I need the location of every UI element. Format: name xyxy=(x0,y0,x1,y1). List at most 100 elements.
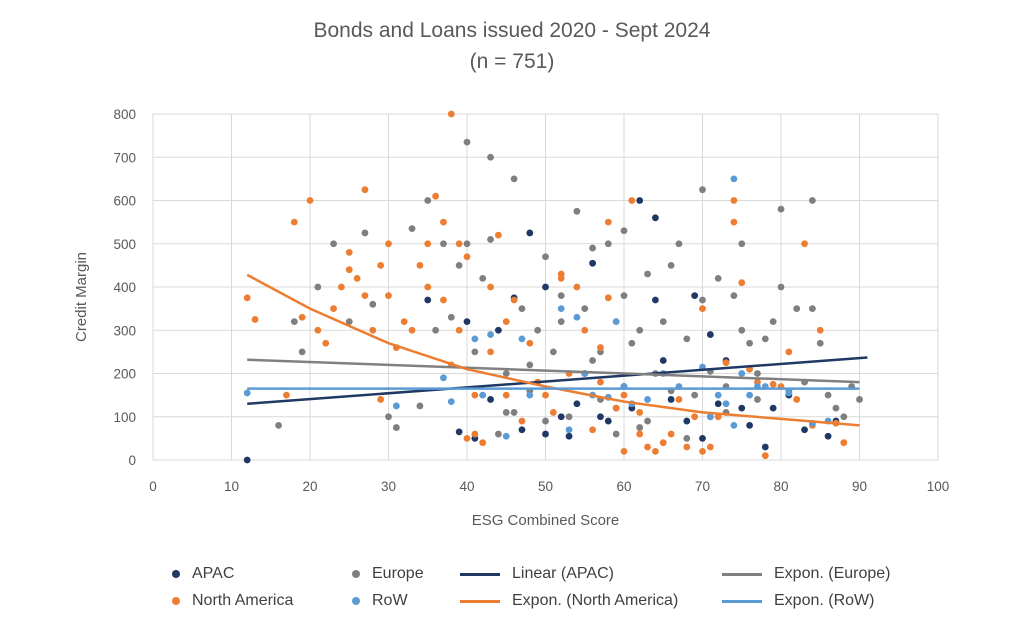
data-point-europe xyxy=(746,339,753,347)
data-point-europe xyxy=(730,292,738,300)
data-point-europe xyxy=(683,434,691,442)
data-point-north-america xyxy=(345,266,353,274)
data-point-apac xyxy=(714,400,722,408)
data-point-europe xyxy=(589,244,596,252)
data-point-north-america xyxy=(636,409,644,416)
data-point-apac xyxy=(487,396,494,403)
data-point-apac xyxy=(667,396,675,403)
data-point-row xyxy=(730,175,738,183)
data-point-europe xyxy=(447,313,455,321)
y-tick-label: 300 xyxy=(113,323,136,338)
data-point-europe xyxy=(738,326,746,334)
data-point-europe xyxy=(314,283,322,291)
data-point-row xyxy=(518,335,526,343)
data-point-europe xyxy=(518,305,526,313)
data-point-europe xyxy=(816,339,824,347)
trendline-linear-apac xyxy=(247,356,868,406)
data-point-north-america xyxy=(604,218,612,226)
data-point-north-america xyxy=(761,452,769,460)
data-point-north-america xyxy=(416,261,424,269)
data-point-row xyxy=(243,389,251,397)
data-point-apac xyxy=(738,404,746,412)
data-point-apac xyxy=(706,331,714,338)
data-point-europe xyxy=(479,274,487,282)
data-point-north-america xyxy=(667,430,675,438)
data-point-europe xyxy=(581,305,589,313)
data-point-north-america xyxy=(487,283,494,291)
data-point-row xyxy=(440,374,447,382)
data-point-north-america xyxy=(644,443,651,451)
data-point-north-america xyxy=(840,439,848,447)
data-point-north-america xyxy=(377,261,385,269)
data-point-europe xyxy=(424,197,432,204)
data-point-row xyxy=(644,396,651,403)
data-point-north-america xyxy=(675,396,683,403)
y-axis-ticks: 0 100 200 300 400 500 600 700 800 xyxy=(113,107,136,468)
x-tick-label: 10 xyxy=(224,479,239,494)
data-point-apac xyxy=(495,326,502,334)
data-point-north-america xyxy=(597,378,604,386)
data-point-europe xyxy=(510,175,518,183)
data-point-europe xyxy=(487,236,494,243)
data-point-apac xyxy=(824,432,832,440)
data-point-europe xyxy=(392,424,400,431)
data-point-north-america xyxy=(432,192,439,200)
data-point-north-america xyxy=(785,348,793,356)
legend-item: RoW xyxy=(352,592,408,610)
data-point-north-america xyxy=(283,391,290,399)
data-point-row xyxy=(557,305,565,313)
data-point-europe xyxy=(549,348,557,356)
y-tick-label: 500 xyxy=(113,237,136,252)
data-point-europe xyxy=(777,205,785,213)
data-point-apac xyxy=(518,426,526,434)
data-point-north-america xyxy=(683,443,691,451)
data-point-north-america xyxy=(385,292,392,300)
data-point-europe xyxy=(769,318,777,325)
data-point-apac xyxy=(691,292,699,300)
data-point-north-america xyxy=(706,443,714,451)
data-point-north-america xyxy=(620,391,628,399)
data-point-north-america xyxy=(510,296,518,304)
data-point-north-america xyxy=(487,348,494,356)
data-point-north-america xyxy=(330,305,337,313)
data-point-row xyxy=(746,391,753,399)
legend-line-icon xyxy=(460,599,500,603)
data-point-north-america xyxy=(801,240,808,248)
data-point-apac xyxy=(683,417,691,425)
data-point-europe xyxy=(738,240,746,248)
data-point-europe xyxy=(471,348,479,356)
data-point-apac xyxy=(652,214,659,222)
data-point-north-america xyxy=(408,326,416,334)
data-point-europe xyxy=(675,240,683,248)
data-point-north-america xyxy=(518,417,526,425)
x-tick-label: 80 xyxy=(773,479,788,494)
data-point-apac xyxy=(243,456,251,464)
data-point-north-america xyxy=(636,430,644,438)
data-point-north-america xyxy=(298,313,306,321)
data-point-apac xyxy=(652,296,659,304)
data-point-north-america xyxy=(597,344,604,351)
data-point-apac xyxy=(557,413,565,421)
data-point-europe xyxy=(644,417,651,425)
x-tick-label: 90 xyxy=(852,479,867,494)
data-point-north-america xyxy=(542,391,549,399)
data-point-row xyxy=(722,400,730,408)
legend-item: Expon. (RoW) xyxy=(722,592,874,610)
data-point-north-america xyxy=(730,218,738,226)
data-point-europe xyxy=(620,227,628,235)
data-point-europe xyxy=(683,335,691,343)
legend-line-icon xyxy=(460,572,500,576)
data-point-row xyxy=(612,318,620,325)
data-point-row xyxy=(565,426,573,434)
data-point-row xyxy=(526,391,534,399)
x-tick-label: 20 xyxy=(302,479,317,494)
data-point-row xyxy=(706,413,714,421)
data-point-europe xyxy=(754,396,761,403)
data-point-europe xyxy=(777,283,785,291)
data-point-row xyxy=(392,402,400,410)
x-axis-ticks: 0 10 20 30 40 50 60 70 80 90 100 xyxy=(149,479,949,494)
data-point-north-america xyxy=(290,218,298,226)
data-point-europe xyxy=(761,335,769,343)
data-point-europe xyxy=(275,422,282,429)
